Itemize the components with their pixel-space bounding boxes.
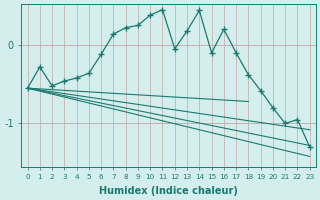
X-axis label: Humidex (Indice chaleur): Humidex (Indice chaleur) <box>99 186 238 196</box>
